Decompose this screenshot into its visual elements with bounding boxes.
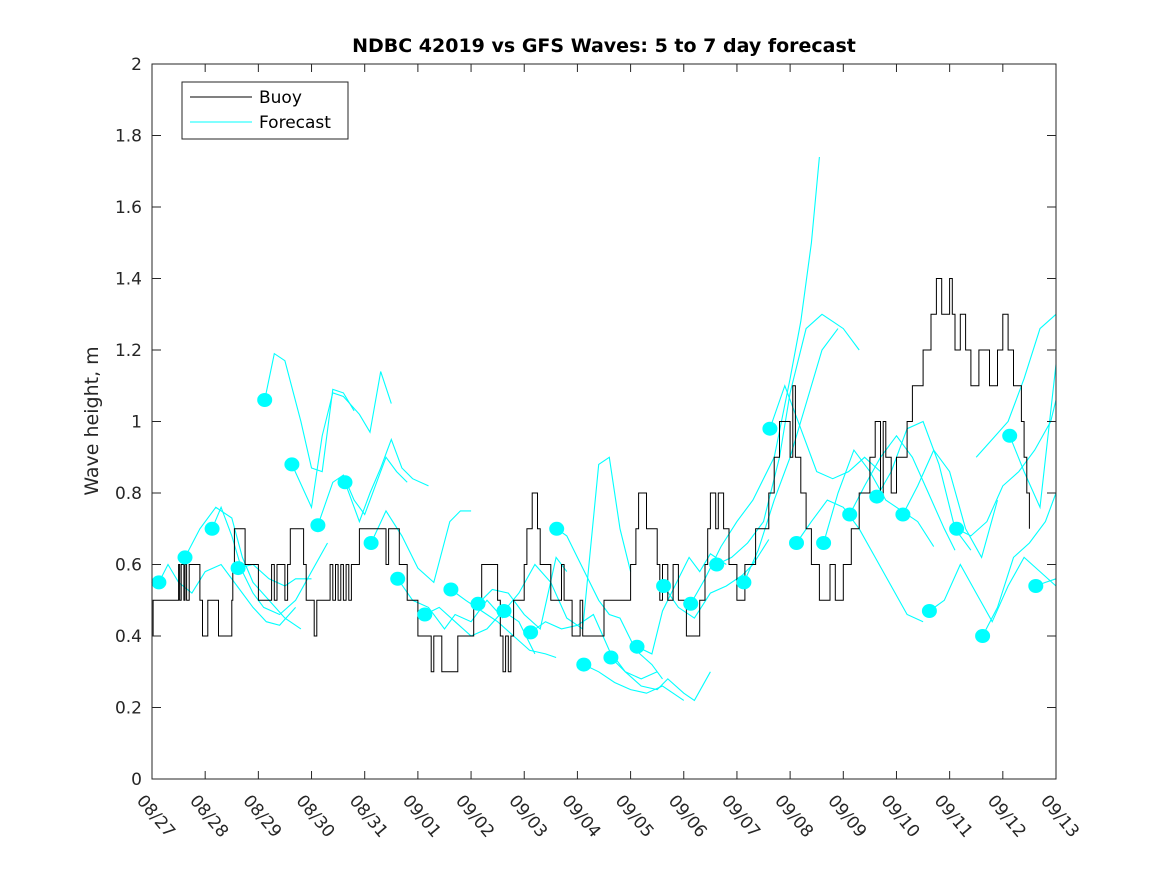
forecast-line-27 (849, 434, 956, 551)
forecast-point-25 (789, 536, 804, 550)
forecast-point-11 (417, 607, 433, 622)
buoy-line-group (152, 278, 1030, 673)
y-tick-label: 1.4 (115, 270, 142, 290)
forecast-line-30 (929, 556, 1057, 623)
forecast-line-21 (690, 156, 820, 605)
y-tick-label: 1 (131, 413, 142, 433)
forecast-point-33 (1002, 428, 1018, 443)
forecast-point-19 (629, 639, 645, 654)
forecast-line-12 (450, 589, 557, 659)
forecast-point-15 (523, 625, 539, 640)
y-axis: 0 0.2 0.4 0.6 0.8 1 1.2 1.4 1.6 1.8 2 (115, 55, 1056, 790)
legend-label-forecast: Forecast (259, 113, 331, 133)
buoy-line (152, 278, 1030, 673)
forecast-line-35 (975, 313, 1057, 458)
forecast-point-9 (363, 536, 379, 550)
y-tick-label: 0.4 (115, 627, 142, 647)
forecast-point-24 (762, 421, 778, 436)
y-axis-label: Wave height, m (81, 346, 103, 495)
forecast-point-1 (151, 575, 167, 590)
forecast-line-7 (317, 456, 408, 526)
legend: Buoy Forecast (181, 81, 349, 140)
forecast-point-32 (975, 629, 991, 643)
y-tick-label: 0.6 (115, 556, 142, 576)
forecast-line-33 (1009, 364, 1057, 510)
forecast-line-9 (370, 509, 472, 584)
forecast-point-2 (177, 550, 193, 565)
y-tick-label: 0.8 (115, 484, 142, 504)
legend-box (181, 81, 349, 140)
forecast-point-7 (310, 518, 326, 533)
forecast-point-3 (204, 521, 220, 536)
forecast-point-5 (257, 393, 273, 407)
forecast-lines (158, 156, 1057, 702)
forecast-dots (151, 393, 1044, 672)
legend-label-buoy: Buoy (259, 88, 302, 108)
forecast-line-6 (291, 371, 392, 510)
forecast-point-34 (1028, 579, 1044, 593)
forecast-point-26 (816, 536, 832, 550)
forecast-line-18 (610, 657, 711, 702)
forecast-point-17 (576, 657, 592, 672)
y-tick-label: 2 (131, 55, 142, 75)
forecast-point-12 (443, 582, 459, 597)
forecast-line-2 (184, 506, 302, 630)
chart-title: NDBC 42019 vs GFS Waves: 5 to 7 day fore… (352, 35, 856, 57)
forecast-line-8 (344, 437, 429, 524)
forecast-line-32 (982, 492, 1057, 637)
y-tick-label: 1.2 (115, 341, 142, 361)
forecast-point-14 (496, 604, 512, 618)
forecast-point-23 (736, 575, 752, 590)
forecast-point-28 (869, 489, 885, 504)
forecast-line-13 (477, 556, 568, 630)
forecast-line-15 (530, 613, 658, 680)
y-tick-label: 1.8 (115, 127, 142, 147)
forecast-point-29 (895, 507, 911, 522)
forecast-point-6 (284, 457, 300, 472)
forecast-line-31 (956, 399, 1057, 537)
forecast-point-18 (603, 650, 619, 665)
y-tick-label: 0.2 (115, 699, 142, 719)
forecast-point-16 (549, 521, 565, 536)
forecast-point-30 (921, 604, 937, 618)
forecast-point-13 (470, 596, 486, 611)
forecast-point-21 (683, 596, 699, 611)
forecast-point-31 (949, 521, 965, 536)
forecast-line-24 (769, 384, 881, 480)
forecast-point-8 (337, 475, 353, 490)
forecast-line-11 (424, 606, 536, 655)
y-tick-label: 1.6 (115, 198, 142, 218)
forecast-line-17 (583, 664, 685, 701)
forecast-line-14 (503, 456, 632, 630)
forecast-line-22 (716, 313, 860, 565)
forecast-point-27 (842, 507, 858, 522)
forecast-line-26 (823, 448, 935, 547)
y-tick-label: 0 (131, 770, 142, 790)
plot-area (152, 64, 1056, 779)
forecast-point-20 (656, 579, 672, 593)
forecast-point-10 (390, 571, 406, 586)
forecast-line-1 (158, 563, 297, 626)
forecast-line-29 (902, 449, 999, 559)
forecast-point-4 (230, 561, 246, 576)
forecast-line-5 (264, 352, 355, 473)
forecast-line-19 (636, 553, 727, 655)
forecast-point-22 (709, 557, 725, 572)
